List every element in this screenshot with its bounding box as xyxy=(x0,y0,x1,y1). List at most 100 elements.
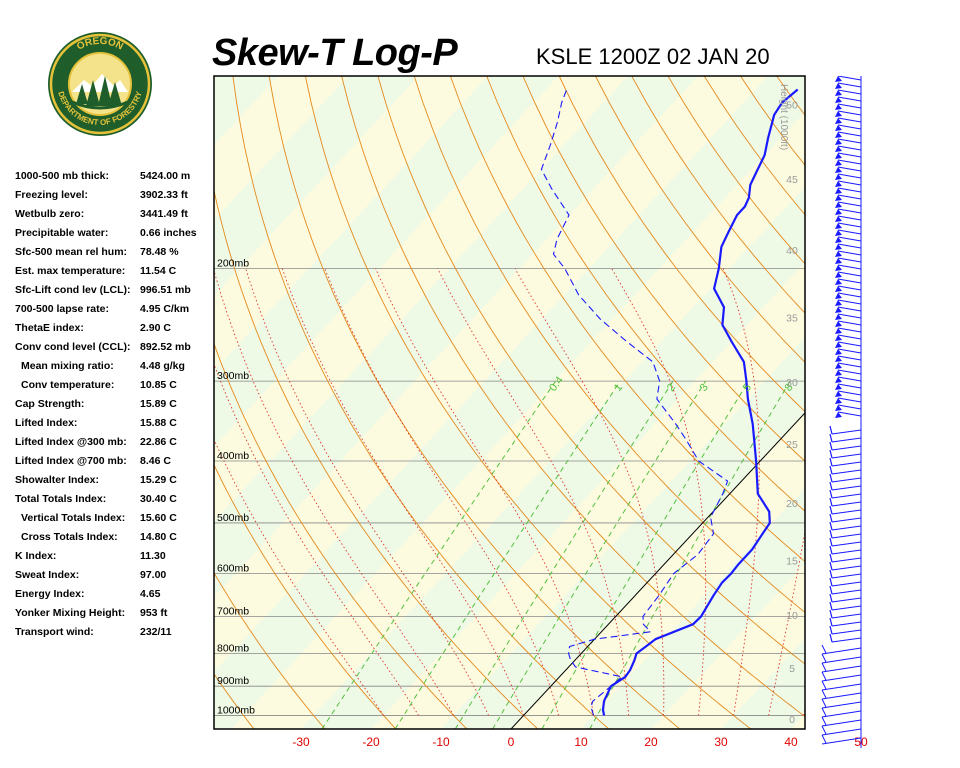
index-value: 5424.00 m xyxy=(140,170,191,182)
wind-barb xyxy=(837,89,862,95)
index-value: 4.95 C/km xyxy=(140,303,190,315)
dry-adiabat xyxy=(214,673,255,729)
wind-barb xyxy=(837,180,862,186)
wind-flag xyxy=(835,356,842,362)
index-label: Est. max temperature: xyxy=(15,265,126,277)
wind-flag xyxy=(835,314,842,320)
wind-barb xyxy=(837,369,862,375)
mixing-ratio-line xyxy=(541,380,750,729)
wind-barb xyxy=(837,362,862,368)
wind-barb xyxy=(837,103,862,109)
wind-barb xyxy=(831,517,862,523)
dry-adiabat xyxy=(813,76,960,729)
height-label: 35 xyxy=(786,312,798,324)
wind-barb xyxy=(837,376,862,382)
wind-flag xyxy=(835,230,842,236)
wind-barb xyxy=(821,647,862,655)
wind-barb xyxy=(837,271,862,277)
wind-barb xyxy=(831,445,862,451)
isotherm-band xyxy=(861,76,960,729)
index-label: Showalter Index: xyxy=(15,474,100,486)
isotherm-band xyxy=(371,262,805,729)
index-label: Precipitable water: xyxy=(15,227,109,239)
pressure-label: 500mb xyxy=(217,512,249,524)
dry-adiabat xyxy=(449,76,805,563)
wind-barb-feather xyxy=(821,680,827,690)
wind-barb xyxy=(837,250,862,256)
wind-flag xyxy=(835,209,842,215)
height-label: 40 xyxy=(786,245,798,257)
index-label: Mean mixing ratio: xyxy=(21,360,114,372)
wind-barb xyxy=(821,728,862,736)
svg-text:OREGON: OREGON xyxy=(75,36,125,53)
wind-barb-feather xyxy=(829,481,833,491)
wind-barb xyxy=(837,131,862,137)
index-row: Sfc-Lift cond lev (LCL): 996.51 mb xyxy=(15,282,215,301)
wind-flag xyxy=(835,83,842,89)
dry-adiabat xyxy=(522,76,805,462)
index-row: Est. max temperature: 11.54 C xyxy=(15,263,215,282)
wind-barb xyxy=(821,701,862,709)
wind-barb xyxy=(837,320,862,326)
index-value: 8.46 C xyxy=(140,455,171,467)
index-row: Transport wind: 232/11 xyxy=(15,624,215,643)
index-row: Lifted Index @300 mb: 22.86 C xyxy=(15,434,215,453)
wind-barb xyxy=(837,306,862,312)
x-tick-label: 40 xyxy=(784,735,798,749)
moist-adiabat xyxy=(768,529,805,716)
mixing-ratio-line xyxy=(492,380,707,729)
index-row: K Index: 11.30 xyxy=(15,548,215,567)
wind-barb-feather xyxy=(829,585,833,595)
x-axis-ticks: -30 -20 -10 0 10 20 30 40 50 xyxy=(292,735,868,749)
wind-barb xyxy=(831,509,862,515)
x-tick-label: 0 xyxy=(508,735,515,749)
dry-adiabat xyxy=(377,76,805,665)
index-row: Conv cond level (CCL): 892.52 mb xyxy=(15,339,215,358)
wind-barb-feather xyxy=(829,433,833,443)
wind-barb xyxy=(831,453,862,459)
wind-barb-feather xyxy=(829,633,833,643)
index-row: Lifted Index: 15.88 C xyxy=(15,415,215,434)
index-row: Conv temperature: 10.85 C xyxy=(15,377,215,396)
wind-flag xyxy=(835,307,842,313)
isotherm-band xyxy=(301,187,805,729)
height-label: 45 xyxy=(786,174,798,186)
index-label: Cross Totals Index: xyxy=(21,531,118,543)
wind-barb xyxy=(831,613,862,619)
wind-barb-feather xyxy=(829,505,833,515)
wind-barb xyxy=(837,243,862,249)
moist-adiabat xyxy=(722,268,760,716)
index-value: 892.52 mb xyxy=(140,341,191,353)
moist-adiabat xyxy=(214,438,384,716)
wind-barb xyxy=(831,493,862,499)
wind-flag xyxy=(835,328,842,334)
dry-adiabat xyxy=(558,76,805,413)
isotherm-band xyxy=(581,488,805,729)
pressure-label: 1000mb xyxy=(217,704,255,716)
wind-barb xyxy=(837,166,862,172)
wind-barb xyxy=(837,292,862,298)
wind-flag xyxy=(835,216,842,222)
index-label: Transport wind: xyxy=(15,626,94,638)
isotherm-band xyxy=(231,111,805,729)
index-label: Wetbulb zero: xyxy=(15,208,85,220)
wind-barb xyxy=(821,683,862,691)
wind-barb xyxy=(831,565,862,571)
wind-barb xyxy=(837,145,862,151)
dry-adiabat xyxy=(214,342,468,729)
wind-barb xyxy=(821,674,862,682)
dewpoint-trace xyxy=(540,89,729,716)
wind-flag xyxy=(835,293,842,299)
wind-barb-feather xyxy=(829,625,833,635)
pressure-label: 800mb xyxy=(217,642,249,654)
index-value: 15.29 C xyxy=(140,474,177,486)
moist-adiabat xyxy=(214,268,454,716)
index-row: Yonker Mixing Height: 953 ft xyxy=(15,605,215,624)
wind-barb xyxy=(837,257,862,263)
wind-barb xyxy=(837,138,862,144)
dry-adiabat xyxy=(304,76,752,729)
wind-barb xyxy=(837,96,862,102)
plot-grid xyxy=(214,76,960,729)
index-label: Lifted Index: xyxy=(15,417,78,429)
wind-barb xyxy=(837,222,862,228)
